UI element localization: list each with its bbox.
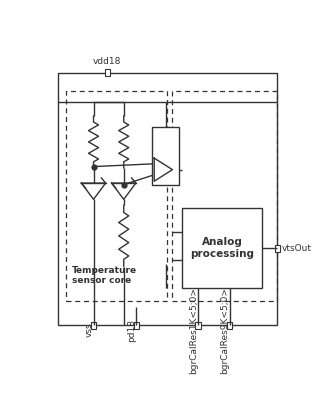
Text: vss: vss <box>84 323 94 338</box>
Bar <box>275 245 280 252</box>
Bar <box>182 208 262 288</box>
Text: Temperature
sensor core: Temperature sensor core <box>72 266 137 285</box>
Bar <box>152 126 179 185</box>
Bar <box>91 322 96 328</box>
Text: Analog
processing: Analog processing <box>190 238 254 259</box>
Bar <box>105 69 110 76</box>
Bar <box>172 91 277 300</box>
Text: pd18: pd18 <box>127 319 136 342</box>
Text: vdd18: vdd18 <box>93 57 122 66</box>
Bar <box>195 322 201 328</box>
Bar <box>58 73 277 325</box>
Text: bgrCalRes1K<5;0>: bgrCalRes1K<5;0> <box>189 287 198 374</box>
Bar <box>66 91 166 300</box>
Bar <box>134 322 139 328</box>
Bar <box>227 322 232 328</box>
Text: vtsOut: vtsOut <box>282 244 312 253</box>
Text: bgrCalRes9K<5;0>: bgrCalRes9K<5;0> <box>221 287 229 374</box>
